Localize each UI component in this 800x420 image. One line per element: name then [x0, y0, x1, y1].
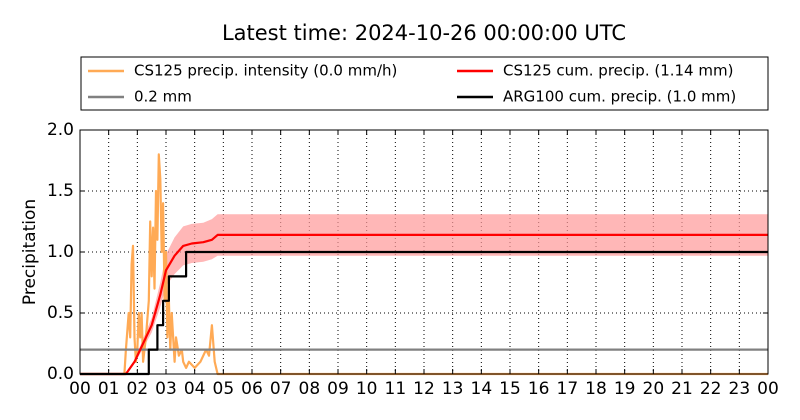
series-line — [80, 153, 768, 376]
x-tick-label: 06 — [241, 379, 263, 399]
x-tick-label: 08 — [299, 379, 321, 399]
x-tick-label: 02 — [127, 379, 149, 399]
x-tick-label: 19 — [614, 379, 636, 399]
uncertainty-band — [80, 214, 768, 374]
x-tick-label: 03 — [155, 379, 177, 399]
x-tick-label: 05 — [213, 379, 235, 399]
x-tick-label: 00 — [757, 379, 779, 399]
x-tick-label: 07 — [270, 379, 292, 399]
x-tick-label: 20 — [643, 379, 665, 399]
series-line — [80, 250, 768, 376]
y-tick-label: 1.5 — [47, 181, 74, 201]
x-tick-label: 21 — [671, 379, 693, 399]
series-line — [80, 233, 768, 376]
legend-label: CS125 cum. precip. (1.14 mm) — [503, 62, 733, 80]
legend-label: ARG100 cum. precip. (1.0 mm) — [503, 88, 736, 106]
x-tick-label: 23 — [729, 379, 751, 399]
y-axis-label: Precipitation — [20, 199, 40, 305]
x-tick-label: 01 — [98, 379, 120, 399]
x-tick-label: 10 — [356, 379, 378, 399]
legend-box — [80, 56, 769, 111]
y-tick-label: 1.0 — [47, 242, 74, 262]
x-tick-label: 04 — [184, 379, 206, 399]
chart-title: Latest time: 2024-10-26 00:00:00 UTC — [222, 21, 626, 45]
y-tick-label: 0.5 — [47, 303, 74, 323]
legend-label: 0.2 mm — [134, 88, 192, 106]
x-tick-label: 17 — [557, 379, 579, 399]
x-tick-label: 22 — [700, 379, 722, 399]
x-tick-label: 09 — [327, 379, 349, 399]
x-tick-label: 11 — [385, 379, 407, 399]
x-tick-label: 18 — [585, 379, 607, 399]
x-tick-label: 16 — [528, 379, 550, 399]
x-tick-label: 14 — [471, 379, 493, 399]
x-tick-label: 12 — [413, 379, 435, 399]
x-tick-label: 15 — [499, 379, 521, 399]
x-tick-label: 00 — [69, 379, 91, 399]
y-tick-label: 2.0 — [47, 120, 74, 140]
legend-label: CS125 precip. intensity (0.0 mm/h) — [134, 62, 397, 80]
x-tick-label: 13 — [442, 379, 464, 399]
y-tick-label: 0.0 — [47, 364, 74, 384]
